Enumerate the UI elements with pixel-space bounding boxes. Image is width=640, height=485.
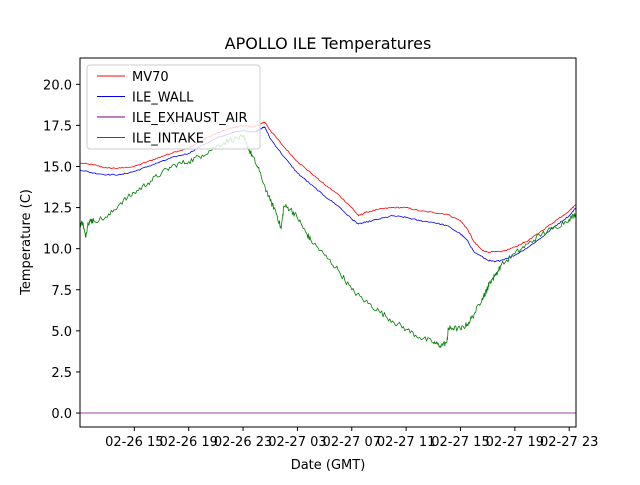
y-tick-label: 15.0 [43, 160, 72, 175]
legend-label: ILE_WALL [132, 91, 194, 106]
x-tick-label: 02-26 23 [214, 435, 272, 450]
series-layer [79, 121, 577, 414]
x-tick-label: 02-27 11 [377, 435, 435, 450]
plot-frame [79, 57, 577, 428]
legend: MV70 ILE_WALL ILE_EXHAUST_AIR ILE_INTAKE [86, 64, 261, 150]
y-tick-label: 5.0 [51, 325, 72, 340]
y-tick-label: 20.0 [43, 78, 72, 93]
chart-title: APOLLO ILE Temperatures [225, 34, 432, 53]
x-tick-label: 02-27 15 [431, 435, 489, 450]
x-tick-label: 02-27 03 [268, 435, 326, 450]
series-line-ile-intake [79, 134, 577, 348]
series-line-ile-wall [79, 126, 577, 263]
legend-label: ILE_INTAKE [132, 132, 204, 147]
y-axis-ticks: 0.0 2.5 5.0 7.5 10.0 12.5 15.0 17.5 20.0 [43, 78, 80, 422]
y-tick-label: 0.0 [51, 407, 72, 422]
y-axis-label: Temperature (C) [19, 189, 34, 296]
y-tick-label: 17.5 [43, 119, 72, 134]
x-tick-label: 02-27 07 [323, 435, 381, 450]
y-tick-label: 10.0 [43, 243, 72, 258]
x-axis-label: Date (GMT) [291, 458, 366, 473]
y-tick-label: 12.5 [43, 202, 72, 217]
legend-label: MV70 [132, 70, 169, 85]
y-tick-label: 7.5 [51, 284, 72, 299]
legend-label: ILE_EXHAUST_AIR [132, 111, 248, 126]
legend-box [86, 64, 261, 150]
y-tick-label: 2.5 [51, 366, 72, 381]
series-line-mv70 [79, 121, 577, 253]
x-tick-label: 02-27 19 [486, 435, 544, 450]
x-tick-label: 02-27 23 [540, 435, 598, 450]
x-tick-label: 02-26 15 [105, 435, 163, 450]
x-tick-label: 02-26 19 [159, 435, 217, 450]
